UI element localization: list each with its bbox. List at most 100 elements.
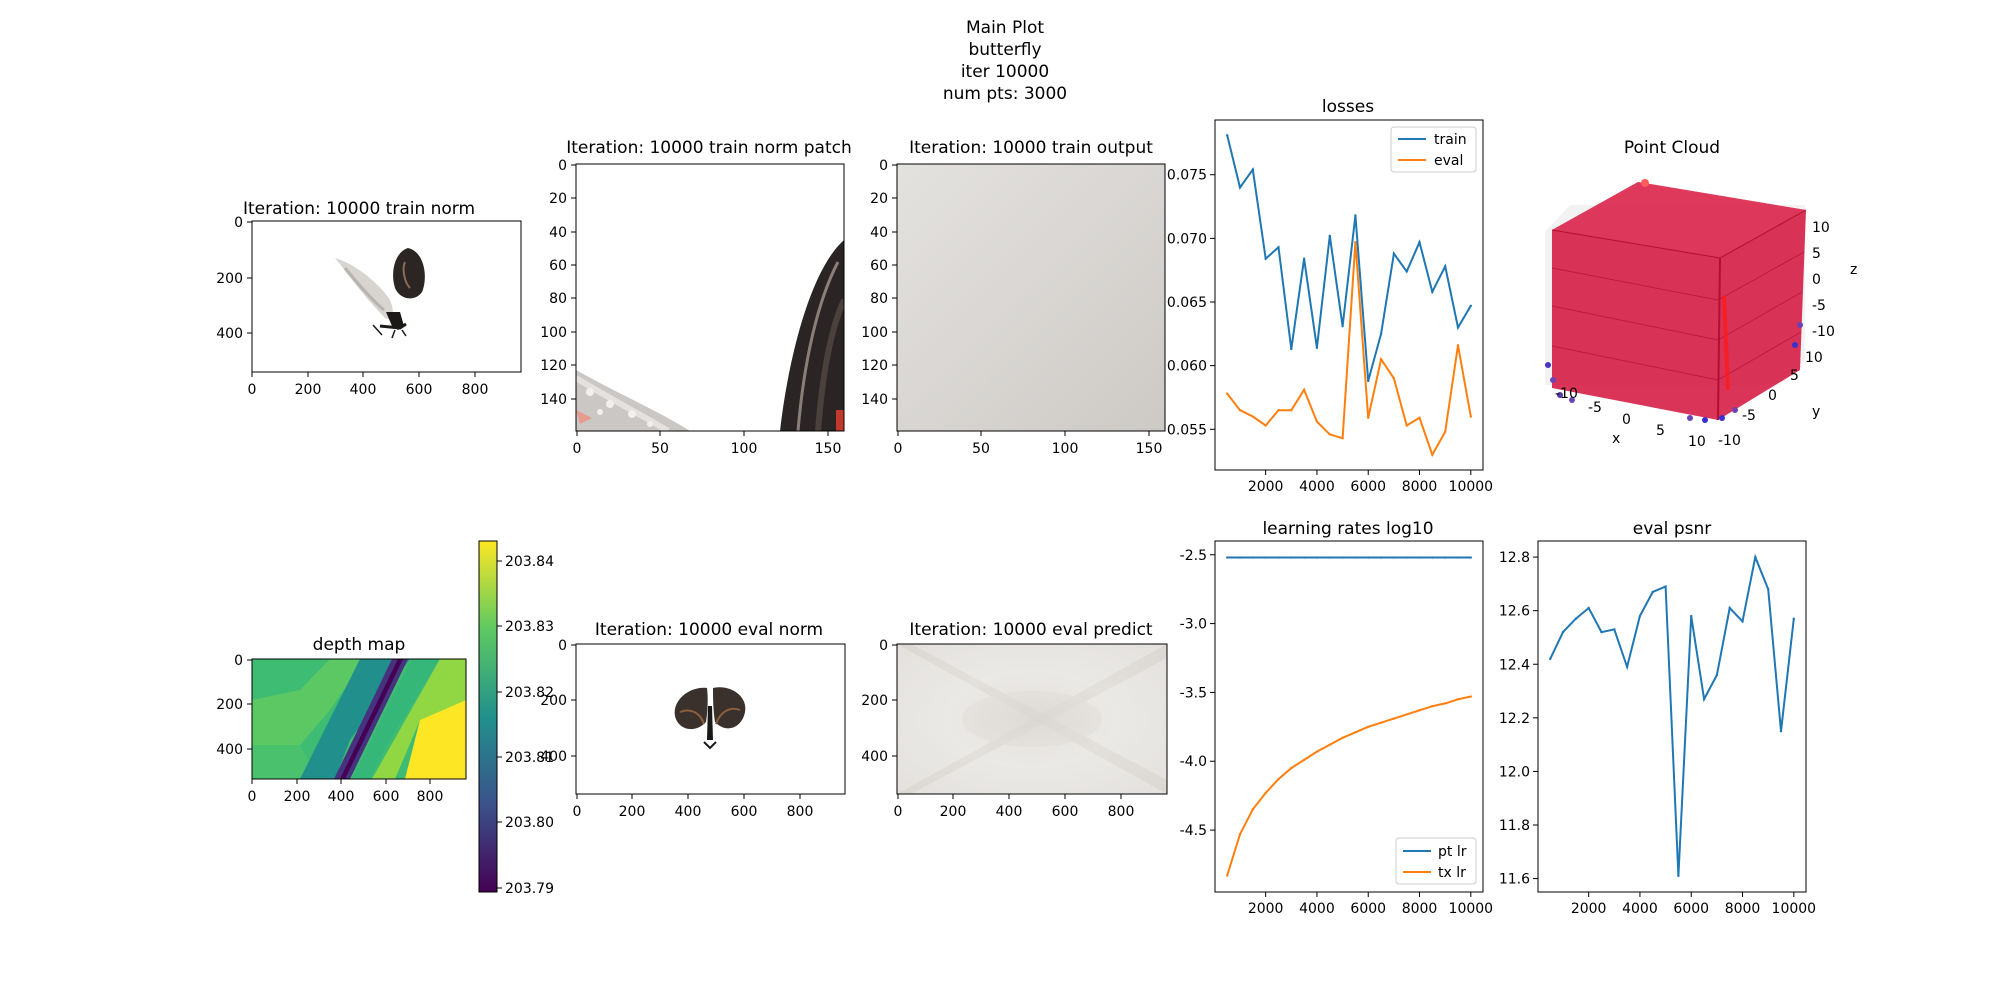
data-point (1469, 556, 1473, 559)
data-point (1225, 134, 1229, 137)
data-point (1264, 556, 1267, 559)
data-point (1431, 453, 1434, 456)
series-line-train (1226, 135, 1472, 382)
train-norm-ytick: 0 (234, 215, 243, 231)
data-point (1367, 416, 1370, 420)
train-norm-xtick: 800 (462, 382, 489, 398)
point-cloud-ztick: -10 (1812, 324, 1835, 340)
learning-rates-plot-area: 2000 4000 6000 8000 10000 -2.5 -3.0 -3.5 -4.0 -4.… (1180, 548, 1493, 917)
losses-title: losses (1322, 97, 1374, 117)
point-cloud-xaxis: -10 -5 0 5 10 x (1555, 386, 1706, 450)
eval-predict-xtick: 400 (996, 804, 1023, 820)
data-point (1290, 347, 1293, 351)
losses-plot-area: 2000 4000 6000 8000 10000 0.055 0.060 0.065 0.07… (1167, 134, 1493, 495)
eval-psnr-plot-area: 2000 4000 6000 8000 10000 11.6 11.8 12.0 12.2 12.… (1499, 550, 1816, 917)
point-cloud-yaxis: -10 -5 0 5 10 y (1718, 350, 1823, 449)
xtick-label: 10000 (1449, 479, 1494, 495)
point-cloud-ztick: -5 (1812, 298, 1826, 314)
ytick-label: 12.8 (1499, 550, 1530, 566)
depth-map-ytick: 400 (216, 742, 243, 758)
data-point (1418, 709, 1421, 712)
data-point (1456, 344, 1460, 347)
panel-train-norm-patch: Iteration: 10000 train norm patch 0 50 1… (540, 138, 852, 457)
series-line-tx-lr (1226, 695, 1472, 876)
data-point (1264, 257, 1267, 260)
train-output-ytick: 20 (870, 191, 888, 207)
ytick-label: 11.8 (1499, 818, 1530, 834)
point-cloud-ytick: 5 (1790, 368, 1799, 384)
eval-predict-xtick: 600 (1052, 804, 1079, 820)
data-point (1741, 620, 1744, 623)
panel-depth-map: depth map 0 200 400 600 800 0 200 400 (216, 540, 554, 897)
point-cloud-ztick: 10 (1812, 220, 1830, 236)
eval-predict-xtick: 800 (1108, 804, 1135, 820)
data-point (1548, 657, 1552, 661)
data-point (1469, 695, 1473, 698)
data-point (1561, 630, 1565, 634)
ytick-label: -3.5 (1180, 685, 1207, 701)
xtick-label: 8000 (1725, 901, 1761, 917)
data-point (1456, 326, 1460, 329)
depth-map-xtick: 800 (417, 789, 444, 805)
train-norm-title: Iteration: 10000 train norm (243, 199, 475, 219)
data-point (1728, 606, 1731, 610)
data-point (1715, 673, 1719, 677)
panel-losses: losses 2000 4000 6000 8000 10000 0.055 0.060 0.… (1167, 97, 1493, 495)
data-point (1328, 433, 1331, 436)
depth-map-xtick: 600 (373, 789, 400, 805)
data-point (1677, 874, 1680, 878)
colorbar-tick: 203.80 (505, 815, 554, 831)
data-point (1405, 270, 1408, 273)
data-point (1264, 791, 1267, 795)
xtick-label: 10000 (1772, 901, 1817, 917)
data-point (1379, 721, 1383, 724)
data-point (1367, 556, 1370, 559)
data-point (1238, 408, 1242, 412)
data-point (1431, 290, 1434, 294)
legend-label-pt-lr: pt lr (1438, 844, 1467, 860)
data-point (1328, 556, 1331, 559)
point-cloud-xlabel: x (1612, 431, 1620, 447)
data-point (1469, 304, 1473, 308)
ytick-label: 12.6 (1499, 604, 1530, 620)
xtick-label: 4000 (1299, 479, 1335, 495)
colorbar-tick: 203.83 (505, 619, 554, 635)
ytick-label: 12.0 (1499, 764, 1530, 780)
data-point (1315, 346, 1319, 350)
ytick-label: 0.065 (1167, 295, 1207, 311)
xtick-label: 8000 (1402, 901, 1438, 917)
ytick-label: -4.0 (1180, 754, 1207, 770)
train-output-xtick: 150 (1136, 441, 1163, 457)
train-output-xtick: 100 (1052, 441, 1079, 457)
xtick-label: 2000 (1571, 901, 1607, 917)
data-point (1574, 617, 1578, 620)
train-norm-xaxis: 0 200 400 600 800 (248, 372, 489, 398)
point-cloud-ytick: -5 (1742, 408, 1756, 424)
train-norm-patch-ytick: 100 (540, 325, 567, 341)
panel-eval-predict: Iteration: 10000 eval predict 0 200 400 … (861, 620, 1168, 820)
ytick-label: -3.0 (1180, 617, 1207, 633)
data-point (1754, 555, 1757, 559)
data-point (1431, 556, 1434, 559)
eval-predict-xtick: 0 (894, 804, 903, 820)
data-point (1443, 702, 1447, 705)
data-point (1702, 697, 1706, 701)
data-point (1469, 415, 1473, 418)
data-point (1779, 730, 1783, 733)
train-norm-xtick: 400 (350, 382, 377, 398)
data-point (1379, 332, 1383, 336)
xtick-label: 6000 (1350, 479, 1386, 495)
data-point (1443, 556, 1447, 559)
data-point (1225, 874, 1229, 877)
depth-map-ytick: 200 (216, 697, 243, 713)
ytick-label: 12.2 (1499, 711, 1530, 727)
eval-predict-title: Iteration: 10000 eval predict (909, 620, 1153, 640)
eval-norm-xtick: 200 (619, 804, 646, 820)
data-point (1638, 614, 1642, 618)
legend-label-tx-lr: tx lr (1438, 865, 1466, 881)
depth-map-xaxis: 0 200 400 600 800 (248, 779, 444, 805)
colorbar-tick: 203.81 (505, 750, 554, 766)
data-point (1600, 630, 1603, 634)
depth-map-frame (251, 658, 467, 780)
data-point (1302, 556, 1306, 559)
